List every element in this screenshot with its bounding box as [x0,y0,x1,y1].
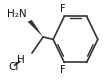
Text: H₂N: H₂N [7,9,26,19]
Text: F: F [60,4,65,14]
Text: H: H [17,55,24,65]
Text: F: F [60,65,65,75]
Polygon shape [27,20,43,37]
Text: Cl: Cl [8,62,19,72]
